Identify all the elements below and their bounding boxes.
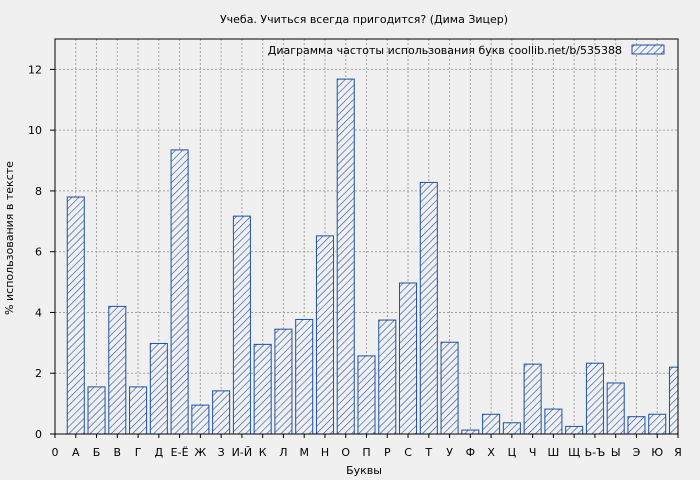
bar	[66, 196, 85, 435]
bar	[565, 425, 584, 435]
bar	[461, 429, 480, 435]
x-tick-label: С	[404, 446, 412, 459]
x-tick-label: Е-Ё	[171, 446, 189, 459]
x-tick-label: Р	[384, 446, 391, 459]
y-tick-label: 10	[28, 124, 42, 137]
bar	[648, 413, 667, 435]
chart-title: Учеба. Учиться всегда пригодится? (Дима …	[220, 13, 508, 26]
x-tick-label: М	[299, 446, 309, 459]
x-tick-label: Ы	[611, 446, 621, 459]
y-tick-label: 0	[35, 428, 42, 441]
bars	[66, 78, 679, 435]
bar	[668, 366, 679, 435]
bar	[482, 413, 501, 435]
y-axis-label: % использования в тексте	[3, 161, 16, 315]
bar	[523, 363, 542, 435]
bar	[253, 343, 272, 435]
x-tick-label: Д	[155, 446, 164, 459]
x-tick-label: Ц	[508, 446, 517, 459]
y-tick-label: 12	[28, 63, 42, 76]
bar	[606, 382, 625, 435]
x-tick-label: Н	[321, 446, 329, 459]
bar	[191, 404, 210, 435]
x-axis-label: Буквы	[346, 464, 382, 477]
x-tick-label: А	[72, 446, 80, 459]
x-tick-label: Л	[279, 446, 287, 459]
x-tick-label: Б	[93, 446, 101, 459]
y-tick-label: 4	[35, 306, 42, 319]
x-tick-label: Э	[633, 446, 641, 459]
x-tick-label: О	[341, 446, 350, 459]
bar	[295, 318, 314, 435]
legend-swatch	[631, 44, 665, 55]
bar	[274, 328, 293, 435]
bar	[129, 386, 148, 435]
bar	[108, 305, 127, 435]
x-tick-label: Ж	[194, 446, 206, 459]
bar	[170, 149, 189, 435]
legend-label: Диаграмма частоты использования букв coo…	[268, 44, 622, 57]
x-axis-ticks: 0 А Б В Г Д Е-Ё Ж З И-Й К Л М Н О П Р С Т У Ф Х Ц Ч Ш Щ Ь-Ъ Ы Э Ю Я	[52, 434, 682, 459]
x-tick-label: Г	[135, 446, 142, 459]
bar	[315, 235, 334, 435]
bar	[357, 355, 376, 435]
x-tick-label: 0	[52, 446, 59, 459]
x-tick-label: Х	[487, 446, 495, 459]
bar	[149, 342, 168, 435]
bar	[232, 215, 251, 435]
y-tick-label: 6	[35, 246, 42, 259]
bar	[585, 362, 604, 435]
x-tick-label: Ь-Ъ	[585, 446, 606, 459]
x-tick-label: Я	[674, 446, 682, 459]
bar	[336, 78, 355, 435]
y-tick-label: 8	[35, 185, 42, 198]
x-tick-label: Ю	[651, 446, 663, 459]
bar	[378, 319, 397, 435]
bar	[440, 341, 459, 435]
x-tick-label: Щ	[568, 446, 580, 459]
legend: Диаграмма частоты использования букв coo…	[268, 44, 665, 57]
x-tick-label: Ш	[548, 446, 560, 459]
bar	[419, 181, 438, 435]
x-tick-label: З	[218, 446, 225, 459]
bar	[212, 390, 231, 435]
x-tick-label: И-Й	[232, 446, 252, 459]
x-tick-label: Ч	[529, 446, 537, 459]
x-tick-label: К	[259, 446, 267, 459]
x-tick-label: Т	[424, 446, 432, 459]
bar	[627, 416, 646, 435]
bar	[399, 282, 418, 435]
x-tick-label: В	[114, 446, 122, 459]
x-tick-label: П	[362, 446, 370, 459]
bar	[502, 422, 521, 435]
bar	[544, 408, 563, 435]
y-tick-label: 2	[35, 367, 42, 380]
x-tick-label: У	[446, 446, 453, 459]
bar	[87, 386, 106, 435]
x-tick-label: Ф	[466, 446, 475, 459]
y-axis-ticks: 0 2 4 6 8 10 12	[28, 63, 55, 441]
